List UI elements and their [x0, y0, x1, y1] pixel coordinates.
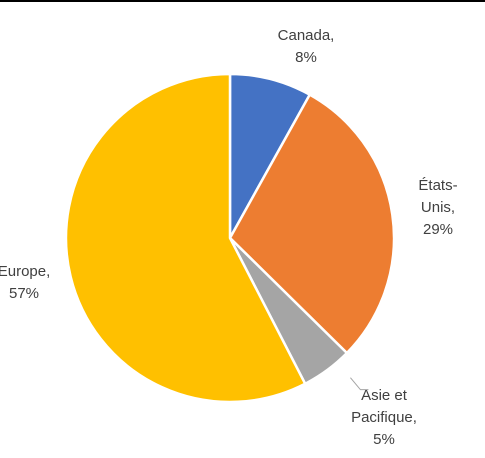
top-border-line [0, 0, 485, 2]
data-label-europe: Europe, 57% [0, 263, 50, 302]
pie-slice-europe [64, 72, 307, 404]
data-label-canada: Canada, 8% [278, 27, 335, 66]
data-label-asie-et-pacifique: Asie et Pacifique, 5% [351, 387, 417, 448]
data-label--tats-unis: États-Unis, 29% [418, 177, 457, 238]
leader-line-asie-pacifique [350, 377, 369, 391]
pie-slice--tats-unis [228, 93, 396, 355]
